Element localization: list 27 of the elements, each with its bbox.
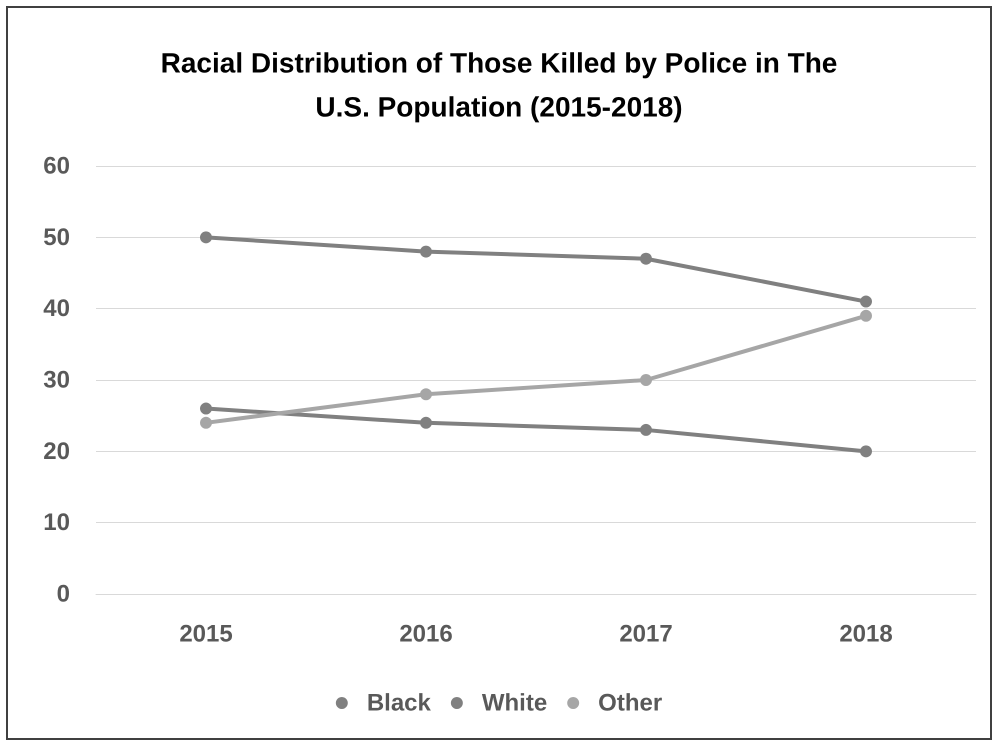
point [420,416,432,429]
y-tick-label: 0 [56,580,70,608]
x-tick-label: 2015 [179,620,233,648]
x-tick-label: 2016 [399,620,453,648]
point [420,246,432,258]
y-tick-label: 30 [43,366,70,394]
point [640,424,652,436]
point [200,402,212,415]
x-tick-label: 2017 [619,620,673,648]
point [860,445,872,458]
y-tick-label: 50 [43,224,70,251]
x-tick-label: 2018 [839,620,893,648]
point [420,388,432,400]
legend-label: Other [598,690,662,716]
point [860,296,872,308]
legend-label: White [482,690,548,716]
y-tick-label: 60 [43,152,70,180]
chart-title: Racial Distribution of Those Killed by Police in The U.S. Population (2015-2018) [160,48,838,122]
point [640,252,652,265]
point [200,416,212,429]
y-tick-label: 40 [43,295,70,322]
point [860,310,872,322]
y-tick-label: 10 [43,509,70,536]
legend-label: Black [366,690,432,716]
point [200,231,212,244]
y-tick-label: 20 [43,438,70,465]
point [640,374,652,386]
